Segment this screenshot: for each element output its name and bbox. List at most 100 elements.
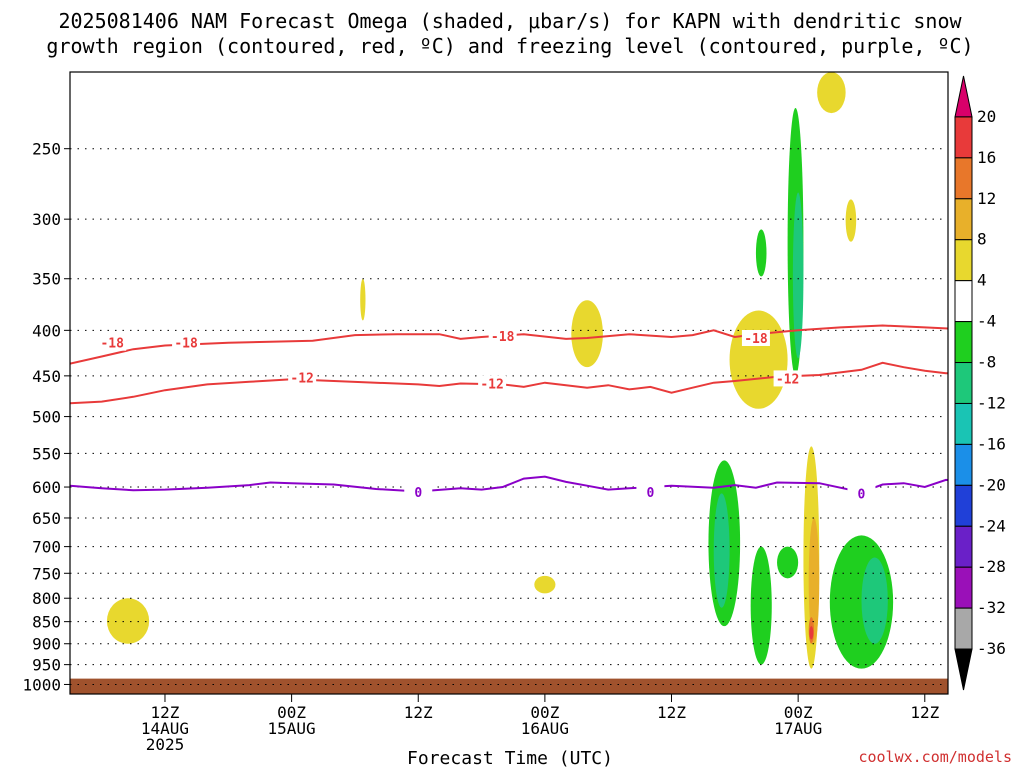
contours: -18 -18 -18 -18 -12 -12 -12 0 0 0 [70,324,948,502]
colorbar-box [954,362,973,404]
colorbar-box [954,321,973,364]
y-tick-label: 450 [32,367,61,386]
y-tick-label: 550 [32,444,61,463]
omega-region-20 [809,626,814,640]
x-tick-label: 12Z [910,703,939,722]
omega-region-4 [106,598,150,644]
x-tick-label: 17AUG [774,719,822,738]
colorbar-label: 4 [977,271,987,290]
omega-region--4 [755,229,767,277]
omega-region-4 [845,199,857,242]
colorbar-box [954,566,973,609]
colorbar-label: -16 [977,434,1006,453]
x-axis-label: Forecast Time (UTC) [407,748,613,768]
contour-label-bg [488,328,517,345]
y-tick-label: 1000 [22,675,61,694]
colorbar-box [954,157,973,200]
x-tick-label: 12Z [404,703,433,722]
y-tick-label: 950 [32,656,61,675]
omega-region-4 [817,72,846,114]
colorbar-label: -20 [977,475,1006,494]
y-tick-label: 800 [32,589,61,608]
contour-label: -18 [744,332,768,347]
contour-label: -18 [100,337,124,352]
x-tick-label: 00Z [784,703,813,722]
colorbar: 20 16 12 8 4 -4 -8 -12 -16 -20 -24 -28 -32 -36 [954,75,1006,691]
colorbar-box [954,525,973,568]
omega-region-4 [571,300,603,368]
contour-label: -12 [290,372,313,387]
contour-label: -18 [491,330,515,345]
colorbar-label: 16 [977,148,996,167]
colorbar-box [954,484,973,527]
credit-text: coolwx.com/models [858,748,1012,766]
omega-region--4 [750,546,772,665]
y-tick-label: 300 [32,210,61,229]
contour-label-bg [478,375,507,392]
x-tick-label: 00Z [530,703,559,722]
colorbar-label: -4 [977,312,996,331]
contour-label-bg [847,485,876,502]
omega-shading [106,72,894,669]
x-tick-label: 12Z [657,703,686,722]
title-line-1: 2025081406 NAM Forecast Omega (shaded, μ… [58,9,962,33]
x-tick-label: 12Z [151,703,180,722]
terrain [70,678,948,694]
y-tick-label: 700 [32,538,61,557]
y-axis: 250 300 350 400 450 500 550 600 650 700 750 800 850 9… [22,140,70,694]
chart-title: 2025081406 NAM Forecast Omega (shaded, μ… [46,9,973,58]
colorbar-label: -32 [977,598,1006,617]
contour-label: -12 [776,372,799,387]
colorbar-box [954,443,973,486]
contour-label-bg [288,369,317,386]
omega-region--8 [861,557,888,644]
colorbar-label: -12 [977,393,1006,412]
omega-region--4 [777,546,799,579]
contour-label: 0 [646,486,654,501]
y-tick-label: 400 [32,321,61,340]
omega-region-8 [808,517,820,644]
colorbar-label: -8 [977,353,996,372]
colorbar-box [954,116,973,159]
x-tick-label: 00Z [277,703,306,722]
x-tick-label: 14AUG [141,719,189,738]
colorbar-label: 12 [977,189,996,208]
y-tick-label: 750 [32,564,61,583]
x-tick-label: 2025 [146,735,185,754]
colorbar-label: -28 [977,557,1006,576]
y-tick-label: 500 [32,408,61,427]
y-tick-label: 250 [32,140,61,159]
omega-region--8 [713,493,730,608]
colorbar-label: 20 [977,107,996,126]
terrain-surface [70,678,948,694]
colorbar-box [954,280,973,323]
x-tick-label: 16AUG [521,719,569,738]
contour-line--18 [70,324,948,365]
colorbar-box [954,198,973,241]
contour-label: -18 [174,337,198,352]
colorbar-label: -36 [977,639,1006,658]
contour-label: -12 [480,378,503,393]
omega-region-4 [360,278,366,321]
colorbar-label: 8 [977,230,987,249]
contour-label-bg [741,329,770,346]
colorbar-box [954,607,973,650]
x-tick-label: 15AUG [268,719,316,738]
colorbar-arrow-top [954,75,973,118]
contour-label-bg [773,370,802,387]
colorbar-box [954,239,973,282]
title-line-2: growth region (contoured, red, ºC) and f… [46,34,973,58]
y-tick-label: 350 [32,270,61,289]
contour-line--12 [70,361,948,405]
contour-label: 0 [414,486,422,501]
y-tick-label: 600 [32,478,61,497]
y-tick-label: 850 [32,613,61,632]
contour-label: 0 [858,487,866,502]
colorbar-box [954,402,973,445]
omega-region-4 [729,310,788,409]
y-tick-label: 900 [32,635,61,654]
contour-label-bg [98,334,127,351]
plot-frame [69,71,949,695]
